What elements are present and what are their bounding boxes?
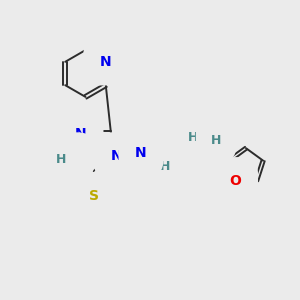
Text: S: S [89,189,100,202]
Text: H: H [188,130,199,144]
Text: H: H [160,160,170,173]
Text: H: H [56,153,66,166]
Text: N: N [111,149,122,163]
Text: N: N [75,127,87,140]
Text: N: N [66,149,78,163]
Text: N: N [100,55,112,69]
Text: O: O [230,174,242,188]
Text: H: H [211,134,221,147]
Text: N: N [135,146,147,160]
